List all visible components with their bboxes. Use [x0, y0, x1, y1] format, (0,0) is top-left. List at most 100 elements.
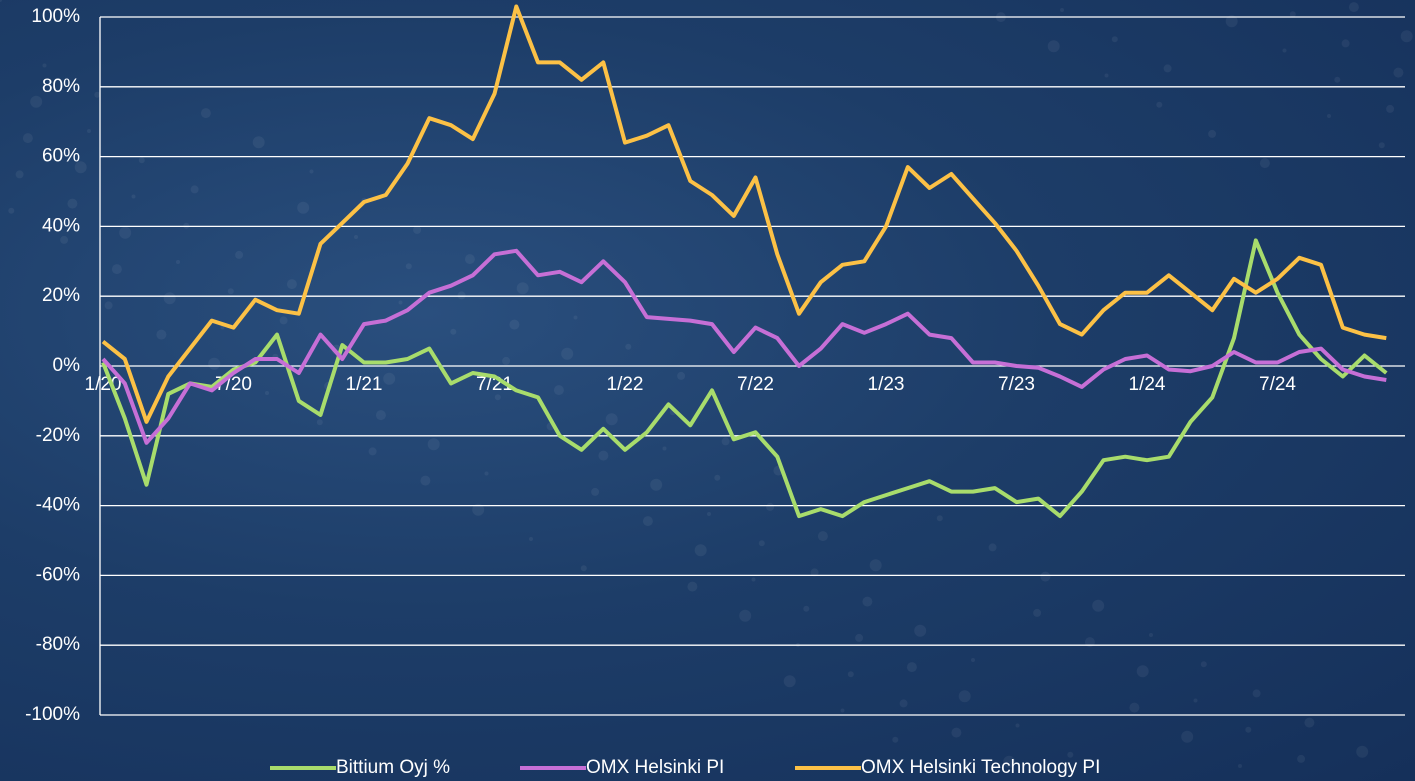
y-tick-label: 20%	[42, 285, 80, 306]
background-dot	[687, 581, 698, 592]
background-dot	[265, 391, 269, 395]
background-dot	[840, 708, 845, 713]
background-dot	[553, 385, 564, 396]
background-dot	[183, 222, 190, 229]
background-dot	[958, 690, 971, 703]
background-dot	[450, 328, 457, 335]
background-dot	[1393, 67, 1404, 78]
background-dot	[677, 371, 686, 380]
background-dot	[1304, 717, 1315, 728]
y-tick-label: -60%	[36, 564, 80, 585]
background-dot	[138, 157, 145, 164]
background-dot	[1129, 702, 1140, 713]
x-tick-label: 1/24	[1129, 374, 1166, 395]
x-tick-label: 1/23	[868, 374, 905, 395]
series-line	[101, 248, 1387, 445]
background-dot	[1400, 30, 1413, 43]
background-dot	[457, 291, 466, 300]
background-dot	[42, 63, 47, 68]
background-dot	[1092, 599, 1105, 612]
background-dot	[1104, 73, 1109, 78]
background-dot	[235, 250, 244, 259]
background-dot	[67, 198, 78, 209]
background-dot	[1047, 40, 1060, 53]
background-dot	[561, 347, 574, 360]
background-dot	[131, 194, 136, 199]
background-dot	[176, 260, 180, 264]
background-dot	[1015, 723, 1020, 728]
background-dot	[286, 279, 297, 290]
background-dot	[516, 282, 529, 295]
background-dot	[279, 316, 288, 325]
background-dot	[208, 357, 221, 370]
background-dot	[484, 471, 489, 476]
background-dot	[1297, 754, 1306, 763]
background-dot	[60, 235, 69, 244]
background-dot	[1193, 698, 1198, 703]
y-tick-label: 0%	[53, 355, 81, 376]
background-dot	[74, 161, 87, 174]
background-dot	[951, 727, 962, 738]
background-dot	[625, 343, 632, 350]
background-dot	[1181, 730, 1194, 743]
background-dot	[1378, 142, 1385, 149]
background-dot	[472, 503, 485, 516]
background-dot	[368, 447, 377, 456]
background-dot	[420, 475, 431, 486]
y-tick-label: -100%	[25, 704, 80, 725]
background-dot	[1334, 76, 1341, 83]
background-dot	[988, 543, 997, 552]
background-dot	[598, 450, 609, 461]
background-dot	[1356, 745, 1369, 758]
background-dot	[398, 300, 403, 305]
background-dot	[190, 185, 199, 194]
background-dot	[375, 410, 386, 421]
background-dot	[427, 438, 440, 451]
background-dot	[766, 502, 775, 511]
background-dot	[1136, 665, 1149, 678]
background-dot	[573, 315, 578, 320]
background-dot	[618, 381, 622, 385]
legend-label: OMX Helsinki Technology PI	[861, 757, 1100, 778]
background-dot	[1149, 633, 1153, 637]
background-dot	[1289, 11, 1296, 18]
series-line	[101, 238, 1388, 519]
background-dot	[111, 264, 122, 275]
y-tick-label: -40%	[36, 495, 80, 516]
y-tick-label: 60%	[42, 146, 80, 167]
background-dot	[1386, 104, 1395, 113]
background-dot	[413, 225, 422, 234]
background-dot	[1163, 64, 1172, 73]
background-dot	[119, 226, 132, 239]
background-dot	[1238, 764, 1242, 768]
background-dot	[1341, 39, 1350, 48]
background-dot	[529, 537, 533, 541]
series-line	[101, 4, 1387, 424]
background-dot	[758, 540, 765, 547]
y-tick-label: -80%	[36, 634, 80, 655]
background-dot	[87, 129, 91, 133]
background-dot	[252, 136, 265, 149]
background-dot	[1060, 8, 1064, 12]
background-dot	[899, 699, 908, 708]
background-dot	[906, 662, 917, 673]
background-dot	[1225, 15, 1238, 28]
background-dot	[591, 487, 600, 496]
background-dot	[1156, 101, 1163, 108]
background-dot	[1067, 751, 1074, 758]
background-dot	[8, 207, 15, 214]
background-dot	[509, 319, 520, 330]
background-dot	[502, 356, 511, 365]
background-dot	[971, 658, 975, 662]
background-dot	[869, 559, 882, 572]
background-dot	[783, 675, 796, 688]
background-dot	[862, 596, 873, 607]
background-dot	[721, 437, 730, 446]
background-dot	[316, 419, 323, 426]
background-dot	[817, 531, 828, 542]
background-dot	[220, 325, 225, 330]
background-dot	[494, 394, 501, 401]
background-dot	[94, 91, 101, 98]
